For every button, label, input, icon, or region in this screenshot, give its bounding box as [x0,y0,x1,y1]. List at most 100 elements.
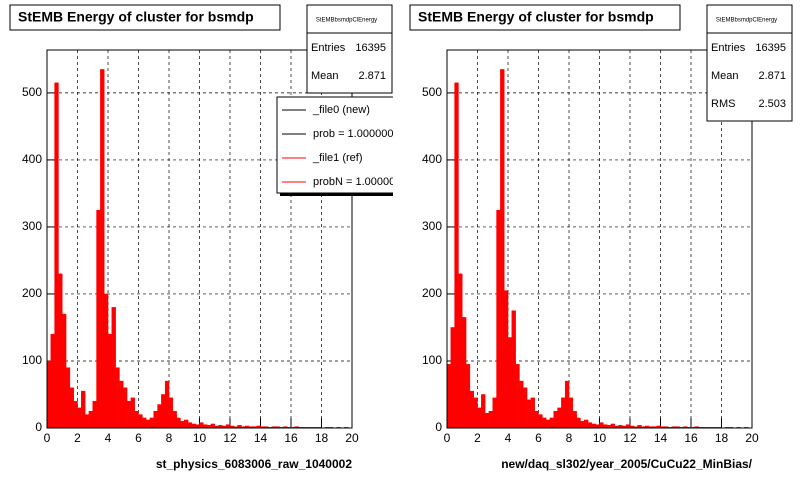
x-tick-label: 16 [684,431,698,445]
y-tick-label: 400 [422,152,442,166]
stats-title: StEMBbsmdpClEnergy [716,18,777,24]
x-tick-label: 14 [654,431,668,445]
stats-label: Mean [711,70,739,82]
histogram-bar [172,410,177,429]
x-tick-label: 0 [444,431,451,445]
histogram-bar [111,307,116,429]
histogram-bar [130,397,135,429]
y-tick-label: 0 [435,420,442,434]
histogram-bar [168,397,174,429]
y-tick-label: 400 [22,152,42,166]
histogram-bar [484,413,490,429]
histogram-bar [184,419,189,429]
histogram-bar [488,410,493,429]
histogram-bar [595,424,600,429]
histogram-bar [580,421,585,429]
stats-value: 2.871 [358,70,386,82]
histogram-bar [538,414,543,429]
x-tick-label: 4 [105,431,112,445]
histogram-bar [515,364,520,429]
stats-value: 16395 [355,42,386,54]
histogram-bar [119,380,124,429]
histogram-bar [603,424,608,429]
stats-box [706,4,793,122]
histogram-bar [69,387,74,429]
histogram-bar [523,387,528,429]
x-tick-label: 4 [505,431,512,445]
histogram-bar [50,333,55,429]
plot-frame [446,49,753,429]
histogram-bar [203,424,208,429]
histogram-bar [496,209,501,429]
stats-label: Mean [311,70,339,82]
histogram-bar [450,327,455,429]
legend-label: probN = 1.00000 [313,176,395,188]
histogram-bar [465,364,471,429]
histogram-bar [591,423,596,429]
y-tick-label: 200 [422,286,442,300]
x-tick-label: 16 [284,431,298,445]
x-tick-label: 10 [593,431,607,445]
legend-label: _file0 (new) [312,104,370,116]
histogram-bar [530,397,535,429]
histogram-bar [481,394,486,429]
histogram-bar [107,333,113,429]
histogram-bar [145,419,151,429]
legend: _file0 (new) prob = 1.000000 _file1 (ref) p… [276,96,395,196]
histogram-bar [92,400,97,429]
histogram-bar [126,400,132,429]
x-tick-label: 0 [44,431,51,445]
histogram-bar [138,414,143,429]
stats-value: 16395 [755,42,786,54]
x-tick-label: 2 [74,431,81,445]
histogram-bar [134,410,139,429]
x-axis-label: st_physics_6083006_raw_1040002 [156,457,352,471]
x-tick-label: 14 [254,431,268,445]
histogram-bar [625,424,631,429]
x-tick-label: 10 [193,431,207,445]
legend-label: prob = 1.000000 [313,128,393,140]
x-tick-label: 2 [474,431,481,445]
title-box [409,4,681,31]
histogram-bar [477,407,482,429]
chart-title: StEMB Energy of cluster for bsmdp [18,9,254,25]
x-tick-label: 20 [345,431,359,445]
plot-frame [46,49,353,429]
histogram-bar [549,417,554,429]
histogram-bar [587,422,593,429]
y-tick-label: 500 [422,85,442,99]
stats-title: StEMBbsmdpClEnergy [316,18,377,24]
histogram-bar [199,422,204,429]
histogram-bar [103,293,109,429]
histogram-bar [149,417,154,429]
legend-shadow [280,193,393,196]
histogram-bar [568,397,574,429]
histogram-bar [542,417,547,429]
histogram-bar [96,209,101,429]
histogram-bar [115,367,120,429]
y-tick-label: 200 [22,286,42,300]
histogram-bar [176,417,181,429]
histogram-bar [46,360,52,429]
stats-label: Entries [711,42,746,54]
histogram-bar [142,417,147,429]
histogram-bar [564,380,570,429]
x-tick-label: 8 [566,431,573,445]
histogram-bar [584,419,589,429]
histogram-bar [100,69,105,429]
stats-label: Entries [311,42,346,54]
histogram-bar [77,407,82,429]
histogram-bar [561,397,566,429]
histogram-bar [180,421,185,429]
histogram-bar [557,407,562,429]
x-tick-label: 12 [623,431,637,445]
histogram-bar [62,313,67,429]
chart-title: StEMB Energy of cluster for bsmdp [418,9,654,25]
histogram-bar [500,69,505,429]
histogram-bar [157,404,162,429]
stats-label: RMS [711,98,735,110]
histogram-bar [572,410,577,429]
histogram-bar [458,273,463,429]
histogram-bar [576,417,581,429]
